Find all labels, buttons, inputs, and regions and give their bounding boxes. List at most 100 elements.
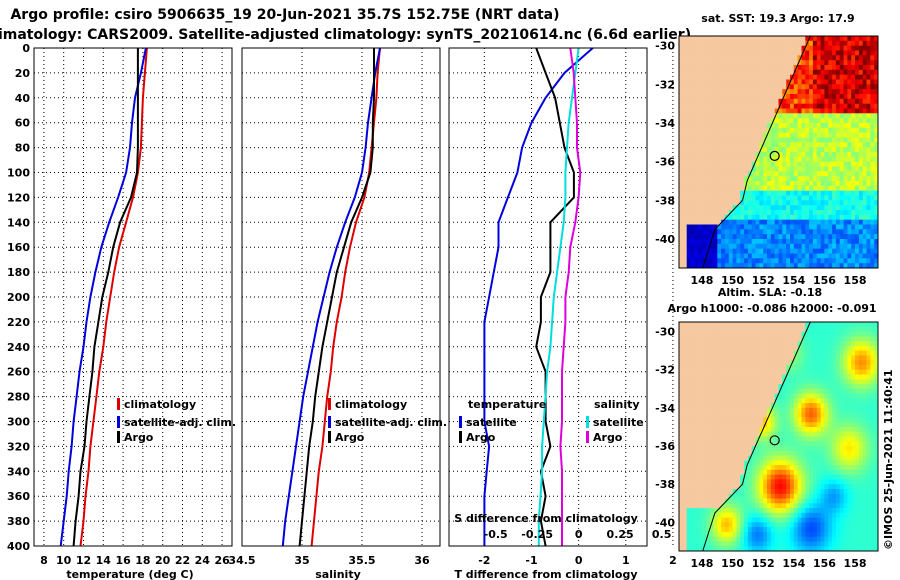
map-cell (713, 412, 718, 418)
map-cell (874, 132, 878, 139)
map-cell (736, 388, 741, 395)
map-cell (786, 455, 791, 461)
map-cell (801, 45, 806, 52)
map-cell (705, 398, 711, 404)
map-cell (728, 219, 734, 226)
map-cell (682, 234, 688, 240)
map-cell (858, 398, 864, 404)
map-cell (759, 460, 764, 466)
map-cell (870, 60, 875, 66)
map-cell (824, 446, 829, 452)
map-cell (717, 161, 722, 168)
map-cell (809, 364, 814, 371)
map-cell (728, 498, 734, 504)
map-cell (702, 263, 707, 268)
map-cell (851, 527, 856, 533)
map-cell (690, 142, 695, 148)
map-cell (835, 527, 841, 533)
map-cell (682, 455, 688, 461)
map-cell (755, 374, 760, 380)
map-cell (828, 98, 833, 105)
map-cell (721, 379, 726, 385)
map-cell (790, 214, 795, 221)
map-cell (751, 503, 757, 509)
map-cell (805, 65, 810, 71)
map-cell (705, 224, 711, 230)
map-cell (774, 508, 780, 514)
map-cell (747, 50, 753, 56)
map-cell (835, 388, 841, 395)
map-cell (679, 132, 684, 139)
map-cell (759, 508, 764, 514)
map-cell (843, 142, 848, 148)
map-cell (759, 205, 764, 211)
map-cell (705, 446, 711, 452)
map-cell (713, 455, 718, 461)
map-cell (709, 200, 714, 206)
map-cell (744, 360, 749, 366)
map-cell (717, 422, 722, 428)
map-cell (851, 374, 856, 380)
map-cell (793, 147, 799, 153)
map-cell (797, 331, 802, 337)
map-cell (702, 147, 707, 153)
map-cell (824, 263, 829, 268)
map-cell (847, 350, 852, 356)
map-cell (721, 393, 726, 399)
map-cell (851, 156, 856, 163)
map-cell (782, 171, 787, 177)
map-cell (717, 398, 722, 404)
map-cell (870, 441, 875, 447)
map-cell (870, 239, 875, 245)
map-cell (847, 132, 852, 139)
map-cell (702, 450, 707, 457)
map-cell (767, 407, 772, 414)
map-cell (816, 224, 822, 230)
map-cell (770, 205, 776, 211)
map-cell (728, 45, 734, 52)
map-cell (702, 493, 707, 500)
map-cell (770, 484, 776, 490)
map-cell (843, 379, 848, 385)
map-cell (874, 258, 878, 264)
map-cell (709, 345, 714, 352)
map-cell (812, 441, 818, 447)
map-cell (835, 431, 841, 438)
map-cell (679, 455, 684, 461)
map-cell (759, 498, 764, 504)
map-cell (828, 436, 833, 442)
map-cell (755, 190, 760, 197)
map-cell (835, 74, 841, 81)
map-cell (805, 103, 810, 110)
map-cell (694, 45, 699, 52)
map-cell (690, 446, 695, 452)
map-cell (866, 469, 871, 476)
map-cell (732, 171, 737, 177)
map-cell (724, 79, 730, 85)
map-cell (858, 113, 864, 119)
map-cell (744, 427, 749, 433)
map-cell (862, 103, 868, 110)
map-cell (705, 336, 711, 342)
map-cell (702, 369, 707, 376)
map-cell (866, 142, 871, 148)
map-cell (709, 166, 714, 172)
map-cell (862, 65, 868, 71)
map-cell (747, 181, 753, 187)
map-cell (751, 422, 757, 428)
map-cell (747, 384, 753, 390)
map-cell (874, 465, 878, 471)
map-cell (843, 263, 848, 268)
map-cell (824, 455, 829, 461)
map-cell (713, 132, 718, 139)
map-cell (778, 427, 783, 433)
map-cell (805, 527, 810, 533)
map-cell (732, 384, 737, 390)
map-cell (736, 412, 741, 418)
map-cell (874, 431, 878, 438)
map-cell (809, 450, 814, 457)
map-cell (801, 195, 806, 201)
map-cell (778, 498, 783, 504)
map-cell (744, 326, 749, 333)
map-cell (820, 326, 825, 333)
